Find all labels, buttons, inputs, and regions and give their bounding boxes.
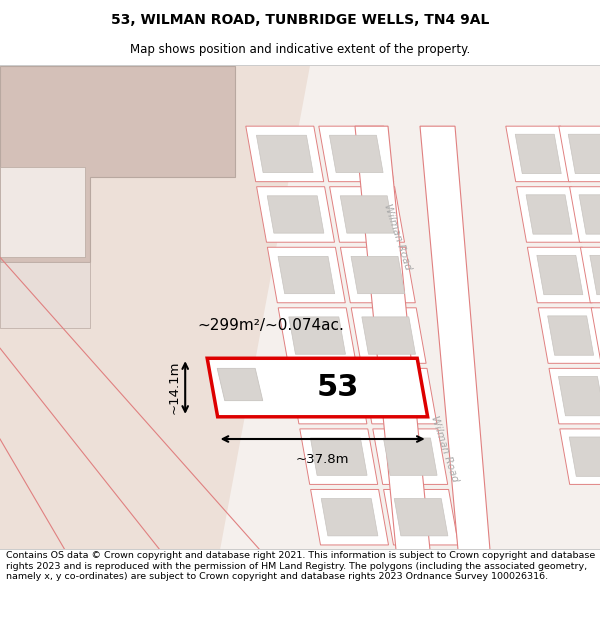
Polygon shape	[580, 248, 600, 302]
Polygon shape	[591, 308, 600, 363]
Polygon shape	[311, 489, 389, 545]
Polygon shape	[300, 429, 378, 484]
Polygon shape	[207, 358, 428, 417]
Polygon shape	[340, 196, 394, 233]
Polygon shape	[559, 376, 600, 416]
Polygon shape	[362, 317, 415, 354]
Text: ~14.1m: ~14.1m	[167, 361, 180, 414]
Polygon shape	[373, 378, 426, 415]
Polygon shape	[383, 438, 437, 476]
Polygon shape	[321, 499, 378, 536]
Polygon shape	[355, 126, 430, 550]
Polygon shape	[526, 195, 572, 234]
Polygon shape	[527, 248, 592, 302]
Text: ~299m²/~0.074ac.: ~299m²/~0.074ac.	[197, 319, 344, 334]
Polygon shape	[590, 256, 600, 295]
Text: Contains OS data © Crown copyright and database right 2021. This information is : Contains OS data © Crown copyright and d…	[6, 551, 595, 581]
Polygon shape	[256, 135, 313, 172]
Polygon shape	[0, 262, 90, 328]
Text: Wilman Road: Wilman Road	[383, 203, 413, 271]
Polygon shape	[0, 66, 235, 262]
Polygon shape	[549, 368, 600, 424]
Polygon shape	[267, 196, 324, 233]
Text: ~37.8m: ~37.8m	[296, 453, 349, 466]
Polygon shape	[329, 135, 383, 172]
Polygon shape	[289, 368, 367, 424]
Polygon shape	[579, 195, 600, 234]
Polygon shape	[420, 126, 490, 550]
Polygon shape	[517, 187, 581, 242]
Polygon shape	[560, 429, 600, 484]
Polygon shape	[246, 126, 324, 182]
Polygon shape	[319, 126, 394, 182]
Text: Wilman Road: Wilman Road	[430, 415, 460, 484]
Polygon shape	[351, 256, 404, 294]
Polygon shape	[351, 308, 426, 363]
Polygon shape	[568, 134, 600, 174]
Text: Map shows position and indicative extent of the property.: Map shows position and indicative extent…	[130, 42, 470, 56]
Polygon shape	[538, 308, 600, 363]
Polygon shape	[217, 368, 263, 401]
Polygon shape	[268, 248, 346, 302]
Polygon shape	[0, 66, 310, 550]
Polygon shape	[373, 429, 448, 484]
Polygon shape	[340, 248, 415, 302]
Polygon shape	[278, 308, 356, 363]
Polygon shape	[383, 489, 458, 545]
Polygon shape	[548, 316, 593, 355]
Polygon shape	[329, 187, 404, 242]
Polygon shape	[506, 126, 571, 182]
Polygon shape	[310, 438, 367, 476]
Polygon shape	[559, 126, 600, 182]
Polygon shape	[0, 166, 85, 258]
Polygon shape	[537, 256, 583, 295]
Polygon shape	[257, 187, 335, 242]
Text: 53, WILMAN ROAD, TUNBRIDGE WELLS, TN4 9AL: 53, WILMAN ROAD, TUNBRIDGE WELLS, TN4 9A…	[111, 12, 489, 27]
Text: 53: 53	[316, 373, 359, 402]
Polygon shape	[515, 134, 561, 174]
Polygon shape	[394, 499, 448, 536]
Polygon shape	[278, 256, 335, 294]
Polygon shape	[569, 437, 600, 476]
Polygon shape	[289, 317, 346, 354]
Polygon shape	[569, 187, 600, 242]
Polygon shape	[362, 368, 437, 424]
Polygon shape	[299, 378, 356, 415]
